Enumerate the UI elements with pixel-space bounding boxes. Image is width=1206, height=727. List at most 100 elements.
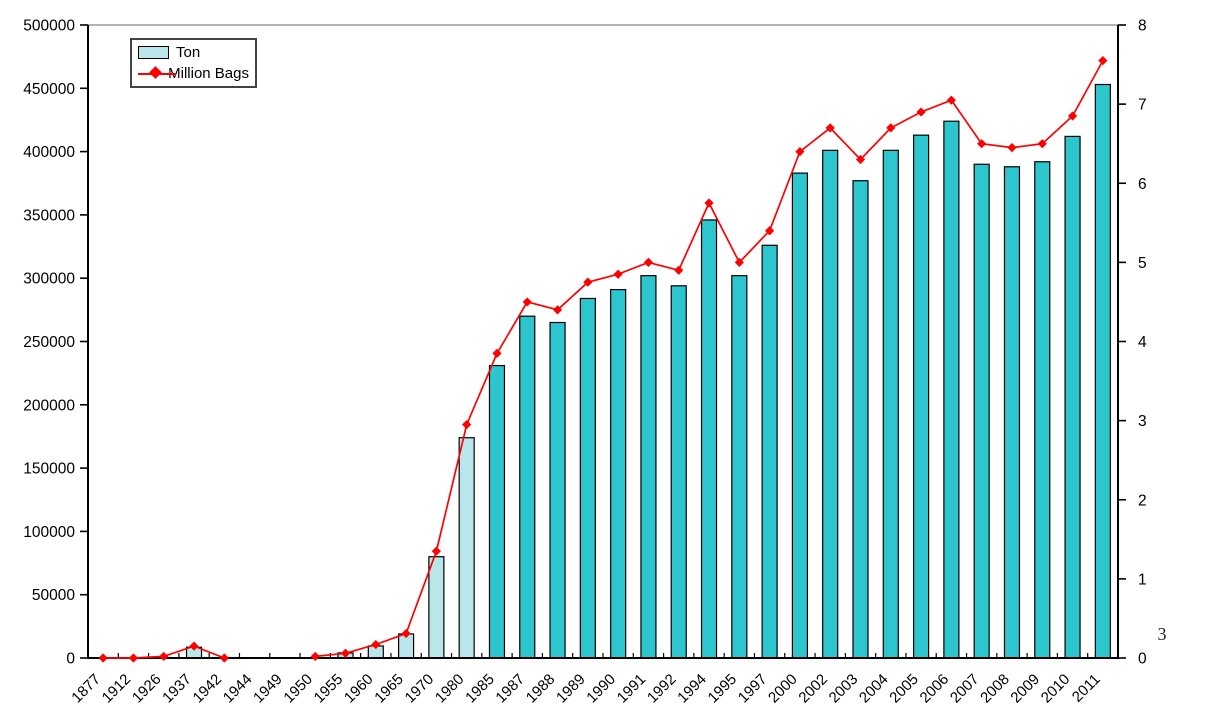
bar-2010 (1064, 135, 1081, 659)
x-tick-label-1987: 1987 (492, 671, 528, 707)
line-marker-1994 (704, 198, 714, 208)
line-marker-2010 (1067, 111, 1078, 121)
line-marker-1970 (431, 546, 441, 556)
bar-1980 (458, 437, 475, 659)
y-left-tick-label: 250000 (23, 334, 75, 351)
x-tick-label-1877: 1877 (68, 671, 104, 707)
x-tick-label-1926: 1926 (129, 671, 165, 707)
bar-2005 (912, 134, 930, 659)
y-right-tick-label: 4 (1138, 334, 1147, 351)
bar-1988 (549, 321, 566, 659)
x-tick-label-2002: 2002 (795, 671, 831, 707)
diamond-marker-icon (149, 65, 162, 79)
x-tick-label-1995: 1995 (705, 671, 741, 707)
line-marker-1987 (522, 297, 532, 307)
x-tick-label-1985: 1985 (462, 671, 498, 707)
bar-1991 (640, 275, 657, 659)
y-left-tick-label: 100000 (23, 524, 75, 541)
x-tick-label-2007: 2007 (947, 671, 983, 707)
bar-1987 (519, 315, 536, 659)
y-left-tick-label: 400000 (23, 144, 75, 161)
y-left-tick-label: 300000 (23, 271, 75, 288)
bar-2006 (943, 120, 960, 659)
x-tick-label-1955: 1955 (311, 671, 347, 707)
line-marker-swatch-icon (138, 65, 176, 80)
line-marker-1912 (128, 653, 139, 663)
line-marker-1942 (219, 653, 229, 663)
x-tick-label-1965: 1965 (371, 671, 407, 707)
line-marker-1992 (674, 265, 684, 275)
line-marker-1950 (310, 651, 320, 662)
x-tick-label-1994: 1994 (674, 671, 710, 707)
legend-label-ton: Ton (176, 44, 201, 62)
line-marker-1988 (552, 305, 563, 315)
y-right-tick-label: 2 (1138, 492, 1147, 509)
bar-1994 (700, 219, 718, 659)
x-tick-label-1937: 1937 (159, 671, 195, 707)
x-tick-label-1960: 1960 (341, 671, 377, 707)
bar-1992 (670, 285, 687, 659)
x-tick-label-1992: 1992 (644, 671, 680, 707)
line-marker-2006 (946, 95, 956, 105)
bar-1990 (610, 288, 627, 659)
x-tick-label-1942: 1942 (190, 671, 226, 707)
y-right-tick-label: 6 (1138, 176, 1147, 193)
legend-item-ton: Ton (138, 43, 249, 63)
x-tick-label-1970: 1970 (402, 671, 438, 707)
y-right-tick-label: 1 (1138, 571, 1147, 588)
bar-2004 (882, 149, 899, 659)
line-marker-2000 (795, 147, 805, 157)
x-tick-label-1989: 1989 (553, 671, 589, 707)
line-marker-1955 (340, 648, 351, 658)
x-tick-label-2010: 2010 (1038, 671, 1074, 707)
x-tick-label-2004: 2004 (856, 671, 892, 707)
x-tick-label-1950: 1950 (280, 671, 316, 707)
x-tick-label-2003: 2003 (826, 671, 862, 707)
line-marker-1937 (189, 641, 199, 651)
line-marker-1989 (583, 277, 593, 287)
bar-2003 (852, 180, 869, 659)
x-tick-label-1990: 1990 (583, 671, 619, 707)
line-marker-2009 (1037, 139, 1047, 149)
line-marker-2003 (855, 154, 866, 165)
bar-2009 (1034, 161, 1051, 659)
bar-swatch-icon (138, 46, 169, 60)
y-left-tick-label: 350000 (23, 207, 75, 224)
bar-2000 (791, 172, 809, 659)
y-right-tick-label: 5 (1138, 255, 1147, 272)
bar-2007 (973, 163, 990, 659)
line-marker-2004 (886, 123, 896, 133)
bar-1970 (428, 556, 445, 659)
line-marker-1960 (371, 639, 381, 650)
line-marker-2002 (825, 123, 835, 133)
line-marker-1990 (613, 269, 623, 279)
x-tick-label-1991: 1991 (614, 671, 650, 707)
legend-label-million-bags: Million Bags (168, 64, 249, 82)
y-left-tick-label: 50000 (32, 587, 75, 604)
y-right-tick-label: 3 (1138, 413, 1147, 430)
bar-1989 (579, 297, 596, 659)
x-tick-label-1912: 1912 (99, 671, 135, 707)
x-tick-label-1944: 1944 (220, 671, 256, 707)
line-marker-2005 (916, 107, 926, 117)
line-marker-1997 (765, 226, 775, 236)
line-marker-2008 (1007, 143, 1017, 153)
y-left-tick-label: 150000 (23, 461, 75, 478)
x-tick-label-2000: 2000 (765, 671, 801, 707)
bar-2002 (822, 149, 839, 659)
y-left-tick-label: 500000 (23, 18, 75, 35)
line-marker-1980 (462, 419, 472, 430)
x-tick-label-1988: 1988 (523, 671, 559, 707)
line-marker-1991 (643, 257, 654, 267)
x-tick-label-2005: 2005 (886, 671, 922, 707)
y-right-tick-label: 0 (1138, 651, 1147, 668)
line-marker-1877 (98, 653, 108, 663)
line-marker-1926 (159, 651, 169, 662)
y-right-tick-label: 8 (1138, 18, 1147, 35)
line-marker-1985 (492, 348, 502, 358)
bar-1997 (761, 244, 778, 659)
line-marker-2011 (1098, 56, 1108, 66)
y-left-tick-label: 450000 (23, 81, 75, 98)
legend: Ton Million Bags (130, 38, 257, 88)
